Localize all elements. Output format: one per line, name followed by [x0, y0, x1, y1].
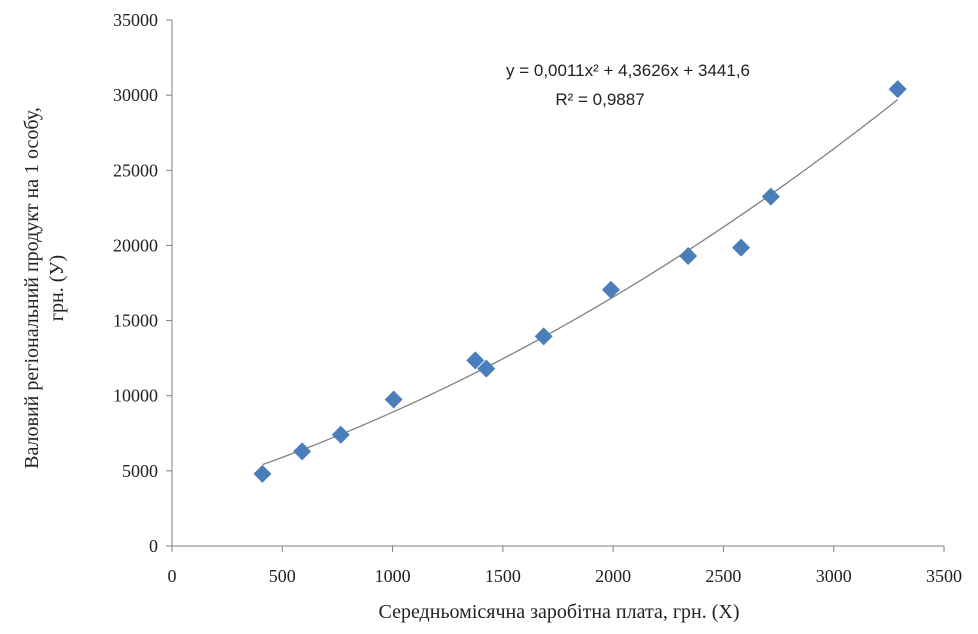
y-axis-title-line2: грн. (У) [46, 255, 68, 321]
x-axis-title: Середньомісячна заробітна плата, грн. (Х… [378, 601, 739, 623]
data-point [601, 280, 620, 299]
x-tick-label: 3000 [816, 566, 852, 586]
y-tick-label: 30000 [113, 85, 158, 105]
data-point [466, 351, 485, 370]
data-point [293, 442, 312, 461]
y-tick-label: 0 [149, 536, 158, 556]
trendline-equation: y = 0,0011x² + 4,3626x + 3441,6 [506, 61, 750, 80]
trendline [262, 99, 899, 466]
data-point [761, 187, 780, 206]
x-tick-label: 2000 [595, 566, 631, 586]
x-tick-label: 500 [269, 566, 296, 586]
data-point [253, 464, 272, 483]
axes [171, 20, 944, 547]
ticks: 0 5000 10000 15000 20000 25000 30000 35000 0 500 1… [113, 10, 962, 586]
y-tick-label: 35000 [113, 10, 158, 30]
y-axis-title-line1: Валовий регіональний продукт на 1 особу, [21, 107, 43, 469]
data-point [732, 238, 751, 257]
x-tick-label: 2500 [705, 566, 741, 586]
data-points [253, 80, 907, 483]
data-point [534, 327, 553, 346]
trendline-r2: R² = 0,9887 [555, 90, 644, 109]
y-tick-label: 5000 [122, 461, 158, 481]
data-point [331, 425, 350, 444]
x-tick-label: 1500 [485, 566, 521, 586]
data-point [888, 80, 907, 99]
y-tick-label: 20000 [113, 235, 158, 255]
trendline-group [262, 99, 899, 466]
data-point [384, 390, 403, 409]
data-point [679, 246, 698, 265]
y-tick-label: 25000 [113, 160, 158, 180]
y-tick-label: 10000 [113, 386, 158, 406]
data-point [477, 359, 496, 378]
x-tick-label: 0 [168, 566, 177, 586]
x-tick-label: 1000 [375, 566, 411, 586]
x-tick-label: 3500 [926, 566, 962, 586]
y-tick-label: 15000 [113, 311, 158, 331]
